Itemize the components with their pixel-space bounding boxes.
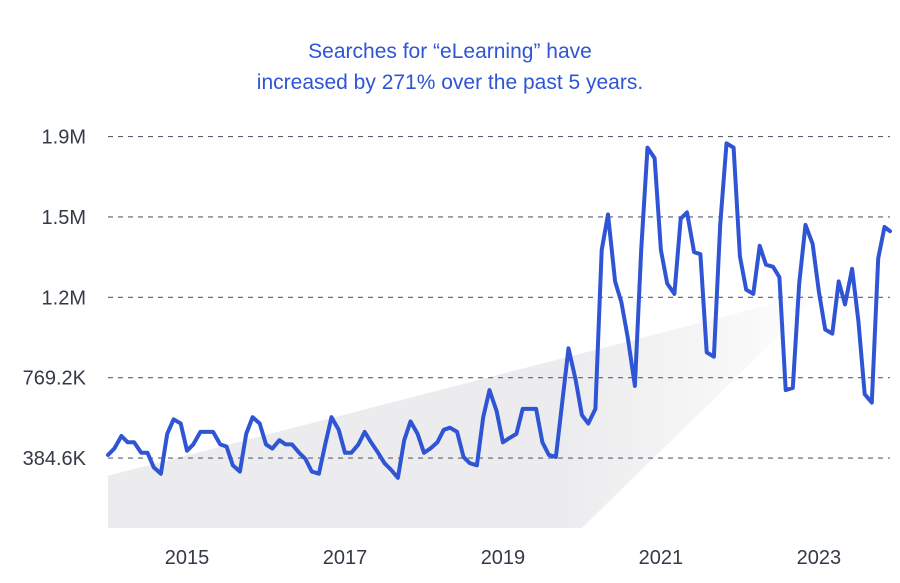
x-tick-label-4: 2023 (797, 547, 842, 569)
y-tick-label-2: 1.2M (42, 287, 86, 309)
series-line-0 (106, 141, 892, 480)
x-axis-ticks: 2015 2017 2019 2021 2023 (165, 547, 841, 569)
x-tick-label-1: 2017 (323, 547, 368, 569)
x-tick-label-3: 2021 (639, 547, 684, 569)
chart-title-line-1: Searches for “eLearning” have (308, 40, 592, 63)
y-tick-label-4: 1.9M (42, 127, 86, 149)
x-tick-label-2: 2019 (481, 547, 526, 569)
gridlines (108, 135, 890, 459)
trend-area (108, 273, 843, 528)
x-tick-label-0: 2015 (165, 547, 210, 569)
y-axis-ticks: 384.6K 769.2K 1.2M 1.5M 1.9M (23, 127, 87, 471)
series-line-layer (106, 141, 892, 480)
chart-title-line-2: increased by 271% over the past 5 years. (256, 71, 644, 94)
y-tick-label-1: 769.2K (23, 368, 87, 390)
y-tick-label-0: 384.6K (23, 448, 87, 470)
chart-title: Searches for “eLearning” have increased … (0, 36, 900, 98)
y-tick-label-3: 1.5M (42, 207, 86, 229)
trend-area-layer (108, 273, 843, 528)
